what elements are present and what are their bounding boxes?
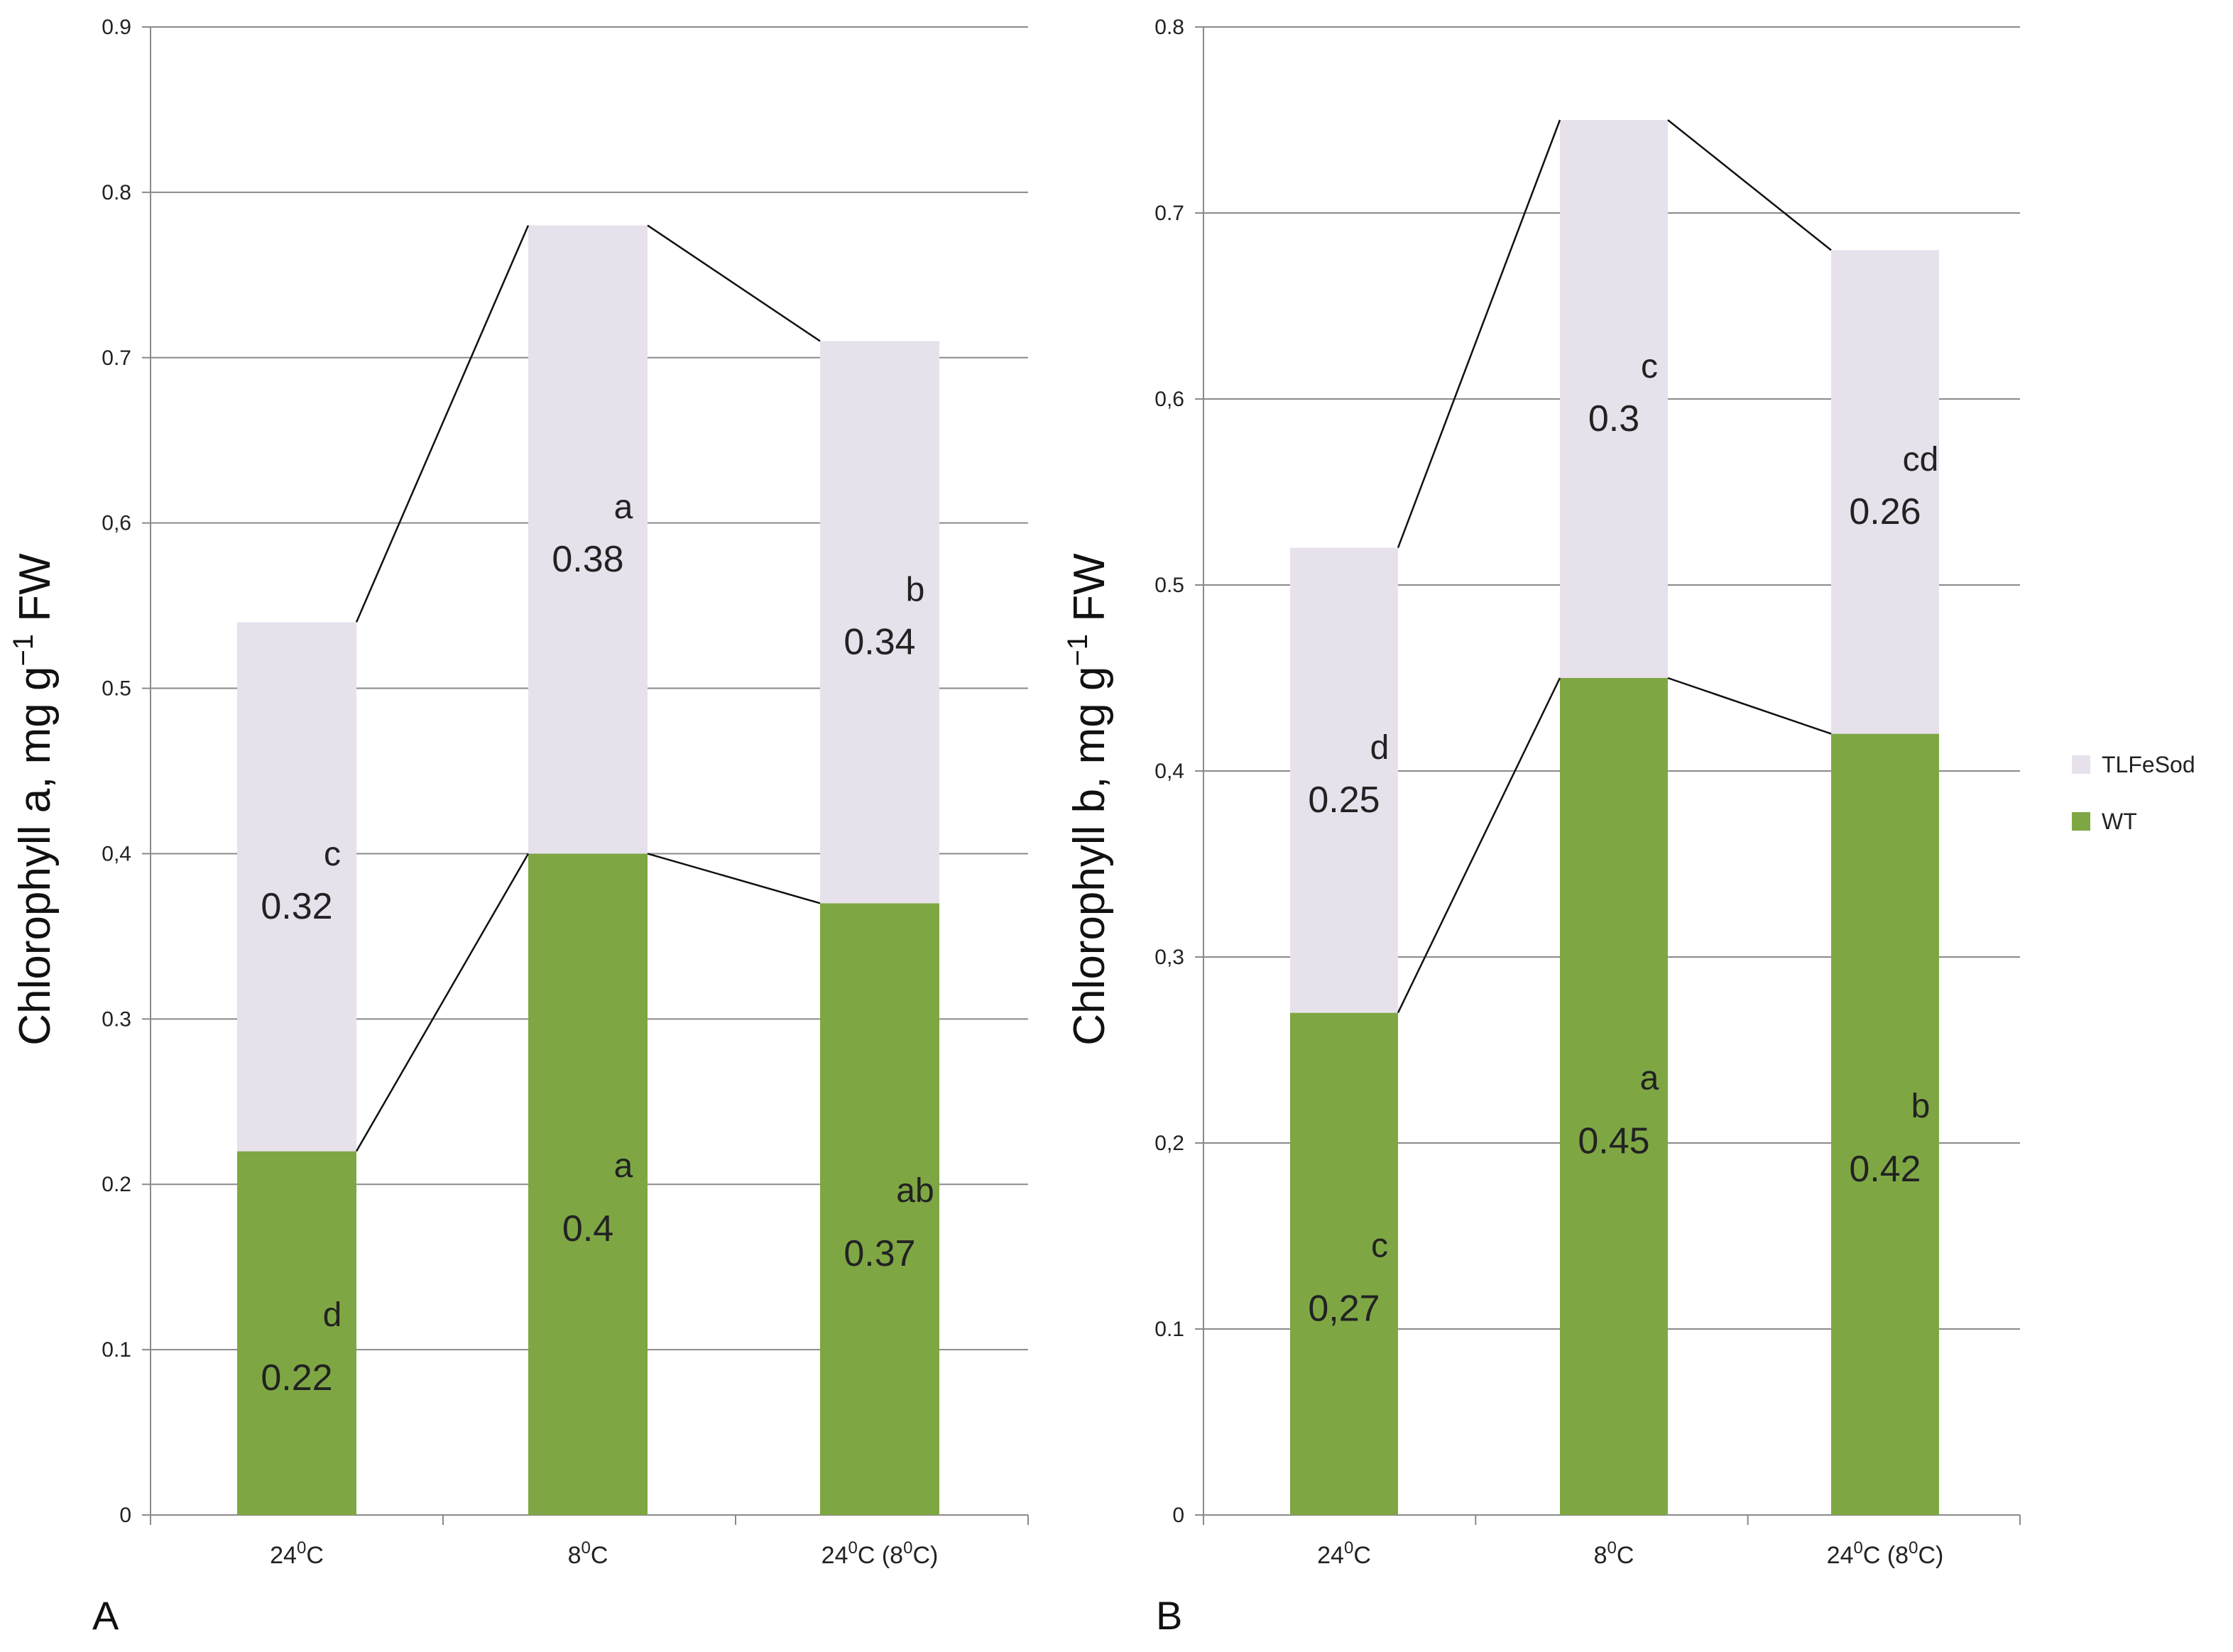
total-series-line <box>1397 119 1561 549</box>
y-tick-label: 0,2 <box>1154 1132 1184 1155</box>
total-series-line <box>355 224 530 623</box>
wt-value-label: 0.37 <box>843 1233 915 1274</box>
x-category-label: 80C <box>1594 1538 1634 1569</box>
y-axis-title: Chlorophyll a, mg g−1 FW <box>8 553 60 1046</box>
bar-wt <box>1831 733 1939 1515</box>
bar-wt <box>1290 1012 1398 1515</box>
panel-letter: A <box>92 1593 119 1638</box>
total-series-line <box>1667 119 1832 251</box>
bar-tlfesod <box>1290 547 1398 1013</box>
y-tick-label: 0.9 <box>102 16 131 39</box>
y-tick-label: 0.5 <box>1154 574 1184 597</box>
tlfesod-significance-letter: a <box>614 488 633 526</box>
y-tick-label: 0,4 <box>1154 760 1184 783</box>
bar-wt <box>237 1151 356 1515</box>
y-tick-label: 0.1 <box>102 1338 131 1362</box>
wt-value-label: 0,27 <box>1308 1288 1380 1329</box>
y-tick-label: 0.8 <box>102 181 131 204</box>
wt-significance-letter: a <box>614 1147 633 1185</box>
tlfesod-significance-letter: d <box>1370 729 1390 767</box>
y-tick-label: 0.7 <box>1154 202 1184 225</box>
wt-value-label: 0.42 <box>1849 1149 1921 1190</box>
tlfesod-value-label: 0.32 <box>261 886 332 927</box>
tlfesod-value-label: 0.3 <box>1588 398 1639 439</box>
y-tick-label: 0.5 <box>102 677 131 701</box>
chart-panel-a: 0 0.1 0.2 0.3 0,4 0.5 0,6 0.7 0.8 0.9 d 0.22 c 0.32 24… <box>8 16 1029 1638</box>
wt-value-label: 0.4 <box>562 1208 613 1249</box>
tlfesod-significance-letter: c <box>324 836 341 873</box>
tlfesod-value-label: 0.38 <box>552 539 623 580</box>
wt-significance-letter: c <box>1371 1227 1388 1264</box>
bar-tlfesod <box>1831 250 1939 734</box>
tlfesod-significance-letter: c <box>1641 348 1658 385</box>
wt-significance-letter: a <box>1640 1060 1659 1098</box>
y-tick-label: 0.3 <box>102 1007 131 1031</box>
wt-series-line <box>647 853 821 904</box>
y-tick-label: 0.2 <box>102 1173 131 1196</box>
bar-tlfesod <box>820 341 939 904</box>
x-category-label: 240C (80C) <box>1827 1538 1944 1569</box>
tlfesod-value-label: 0.25 <box>1308 779 1380 821</box>
wt-significance-letter: ab <box>896 1172 934 1210</box>
y-tick-label: 0.8 <box>1154 16 1184 39</box>
x-category-label: 80C <box>568 1538 608 1569</box>
bar-tlfesod <box>1560 120 1668 678</box>
tlfesod-value-label: 0.34 <box>843 621 915 662</box>
y-tick-label: 0 <box>1172 1504 1184 1527</box>
y-tick-label: 0,3 <box>1154 946 1184 969</box>
bar-wt <box>1560 678 1668 1515</box>
bar-tlfesod <box>237 622 356 1152</box>
bar-wt <box>528 853 648 1515</box>
wt-significance-letter: b <box>1911 1088 1931 1125</box>
legend: TLFeSod WT <box>2072 752 2195 834</box>
y-tick-label: 0.1 <box>1154 1318 1184 1341</box>
total-series-line <box>647 224 821 342</box>
legend-swatch <box>2072 755 2090 774</box>
y-tick-label: 0 <box>119 1504 131 1527</box>
x-category-label: 240C <box>1317 1538 1371 1569</box>
y-tick-label: 0,6 <box>1154 388 1184 411</box>
wt-series-line <box>1397 677 1561 1014</box>
legend-label: WT <box>2102 809 2137 834</box>
wt-significance-letter: d <box>323 1296 342 1334</box>
y-tick-label: 0.7 <box>102 346 131 370</box>
y-tick-label: 0,4 <box>102 842 131 865</box>
bar-tlfesod <box>528 225 648 854</box>
legend-swatch <box>2072 812 2090 831</box>
wt-series-line <box>355 853 530 1152</box>
legend-label: TLFeSod <box>2102 752 2195 777</box>
wt-value-label: 0.45 <box>1578 1121 1649 1162</box>
wt-value-label: 0.22 <box>261 1357 332 1399</box>
tlfesod-significance-letter: b <box>906 571 925 608</box>
x-category-label: 240C (80C) <box>821 1538 939 1569</box>
y-tick-label: 0,6 <box>102 512 131 535</box>
panel-letter: B <box>1156 1593 1182 1638</box>
tlfesod-significance-letter: cd <box>1903 441 1939 478</box>
chart-panel-b: 0 0.1 0,2 0,3 0,4 0.5 0,6 0.7 0.8 c 0,27 d 0.25 240C a… <box>1062 16 2021 1638</box>
y-axis-title: Chlorophyll b, mg g−1 FW <box>1062 553 1114 1046</box>
tlfesod-value-label: 0.26 <box>1849 491 1921 532</box>
wt-series-line <box>1667 677 1832 735</box>
bar-wt <box>820 903 939 1515</box>
x-category-label: 240C <box>270 1538 324 1569</box>
